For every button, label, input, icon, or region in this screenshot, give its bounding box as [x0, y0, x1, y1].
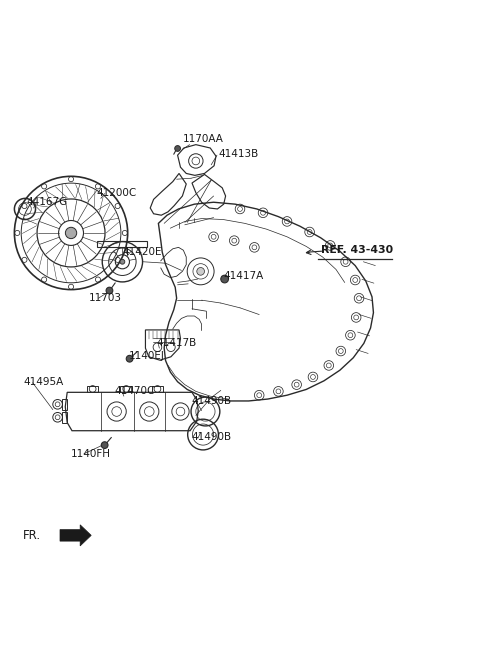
Text: 41413B: 41413B [218, 150, 259, 159]
Text: FR.: FR. [23, 529, 41, 542]
Circle shape [65, 227, 77, 239]
Text: 41490B: 41490B [191, 396, 231, 406]
Text: 1140FH: 1140FH [71, 449, 111, 459]
Text: REF. 43-430: REF. 43-430 [321, 245, 393, 255]
Text: 41490B: 41490B [191, 432, 231, 442]
Text: 1140EJ: 1140EJ [129, 351, 165, 361]
Text: 41200C: 41200C [96, 188, 136, 197]
Text: 41417B: 41417B [156, 338, 196, 348]
Text: 11703: 11703 [89, 293, 122, 303]
Circle shape [221, 276, 228, 283]
Circle shape [101, 441, 108, 449]
Text: 41470C: 41470C [114, 386, 155, 396]
Text: 44167G: 44167G [26, 197, 68, 207]
Text: 41420E: 41420E [122, 247, 162, 257]
Text: 41495A: 41495A [23, 377, 63, 387]
Circle shape [197, 268, 204, 276]
Text: 1170AA: 1170AA [182, 134, 223, 144]
Circle shape [175, 146, 180, 152]
Circle shape [126, 356, 133, 362]
Circle shape [106, 287, 113, 294]
Circle shape [120, 259, 125, 264]
Polygon shape [60, 525, 91, 546]
Text: 41417A: 41417A [223, 271, 264, 281]
